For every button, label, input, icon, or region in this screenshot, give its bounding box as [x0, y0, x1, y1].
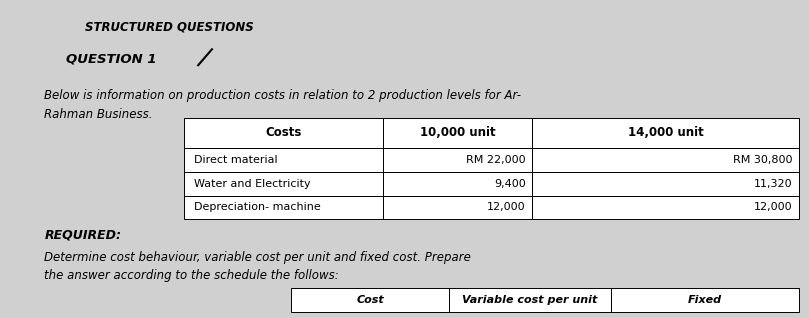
Text: RM 30,800: RM 30,800 [733, 155, 793, 165]
Text: RM 22,000: RM 22,000 [466, 155, 526, 165]
Text: 12,000: 12,000 [754, 203, 793, 212]
Text: Below is information on production costs in relation to 2 production levels for : Below is information on production costs… [44, 89, 522, 102]
Text: Direct material: Direct material [194, 155, 277, 165]
Text: Cost: Cost [356, 295, 384, 305]
Text: QUESTION 1: QUESTION 1 [66, 52, 157, 66]
Text: 14,000 unit: 14,000 unit [628, 126, 704, 139]
Text: 9,400: 9,400 [494, 179, 526, 189]
Text: STRUCTURED QUESTIONS: STRUCTURED QUESTIONS [85, 21, 254, 34]
Text: Rahman Business.: Rahman Business. [44, 108, 153, 121]
Text: Fixed: Fixed [688, 295, 722, 305]
Text: Determine cost behaviour, variable cost per unit and fixed cost. Prepare: Determine cost behaviour, variable cost … [44, 251, 472, 264]
Text: 10,000 unit: 10,000 unit [420, 126, 495, 139]
Text: 12,000: 12,000 [487, 203, 526, 212]
Text: Costs: Costs [265, 126, 302, 139]
Text: the answer according to the schedule the follows:: the answer according to the schedule the… [44, 269, 339, 282]
Text: Water and Electricity: Water and Electricity [194, 179, 311, 189]
Text: Variable cost per unit: Variable cost per unit [462, 295, 598, 305]
Text: REQUIRED:: REQUIRED: [44, 229, 121, 242]
Text: Depreciation- machine: Depreciation- machine [194, 203, 321, 212]
Text: 11,320: 11,320 [754, 179, 793, 189]
